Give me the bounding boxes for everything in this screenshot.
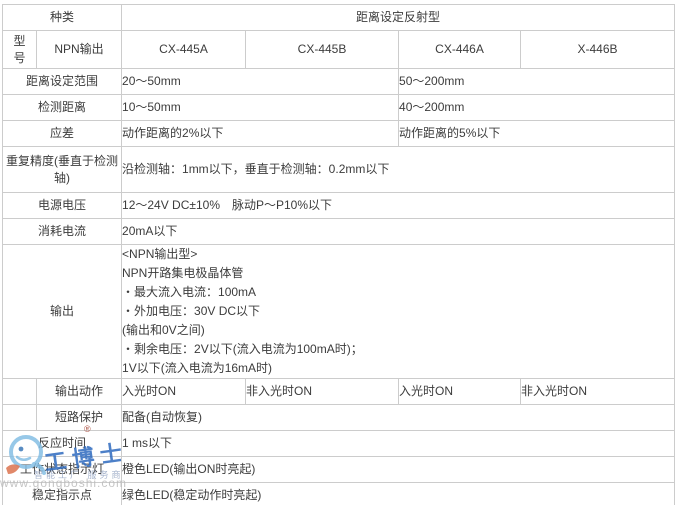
row-sensing-distance: 检测距离 10～50mm 40～200mm (1, 94, 675, 121)
row-label-cell: 距离设定范围 (1, 68, 123, 95)
row-label-cell: 重复精度(垂直于检测轴) (1, 146, 123, 193)
row-value-cell: 1 ms以下 (121, 430, 675, 457)
row-value-cell: 沿检测轴：1mm以下，垂直于检测轴：0.2mm以下 (121, 146, 675, 193)
row-value-cell: <NPN输出型> NPN开路集电极晶体管 ・最大流入电流：100mA ・外加电压… (121, 244, 675, 379)
row-label-cell: 消耗电流 (1, 218, 123, 245)
row-model: 型 号 NPN输出 CX-445A CX-445B CX-446A X-446B (2, 30, 675, 69)
row-label-cell: 反应时间 (1, 430, 123, 457)
row-value-cell: 20～50mm (121, 68, 400, 95)
output-spec-lines: <NPN输出型> NPN开路集电极晶体管 ・最大流入电流：100mA ・外加电压… (122, 245, 674, 378)
row-label-spacer-cell (2, 378, 37, 405)
output-line: NPN开路集电极晶体管 (122, 266, 244, 280)
row-setting-range: 距离设定范围 20～50mm 50～200mm (1, 68, 675, 95)
row-label-cell: 短路保护 (35, 404, 123, 431)
row-value-cell: 动作距离的5%以下 (398, 120, 675, 147)
row-hysteresis: 应差 动作距离的2%以下 动作距离的5%以下 (1, 120, 675, 147)
spec-table: 种类 距离设定反射型 型 号 NPN输出 CX-445A CX-445B CX-… (1, 4, 675, 505)
row-value-cell: 动作距离的2%以下 (121, 120, 400, 147)
row-current-consumption: 消耗电流 20mA以下 (1, 218, 675, 245)
row-value-cell: 非入光时ON (245, 378, 400, 405)
model-col-label-cell: 型 号 (2, 30, 37, 69)
row-response-time: 反应时间 1 ms以下 (1, 430, 675, 457)
row-label-spacer-cell (2, 404, 37, 431)
model-name-cell: X-446B (520, 30, 675, 69)
row-value-cell: 橙色LED(输出ON时亮起) (121, 456, 675, 483)
row-value-cell: 入光时ON (398, 378, 522, 405)
row-label-cell: 稳定指示点 (1, 482, 123, 505)
row-value-cell: 10～50mm (121, 94, 400, 121)
row-value-cell: 绿色LED(稳定动作时亮起) (121, 482, 675, 505)
row-value-cell: 40～200mm (398, 94, 675, 121)
output-line: ・最大流入电流：100mA (122, 285, 257, 299)
model-name-cell: CX-445B (245, 30, 400, 69)
row-short-circuit-protection: 短路保护 配备(自动恢复) (2, 404, 675, 431)
row-label-cell: 电源电压 (1, 192, 123, 219)
row-label-cell: 输出 (1, 244, 123, 379)
row-label-cell: 工作状态指示灯 (1, 456, 123, 483)
row-repeatability: 重复精度(垂直于检测轴) 沿检测轴：1mm以下，垂直于检测轴：0.2mm以下 (1, 146, 675, 193)
row-label-cell: 应差 (1, 120, 123, 147)
row-value-cell: 配备(自动恢复) (121, 404, 675, 431)
row-label-cell: 检测距离 (1, 94, 123, 121)
model-name-cell: CX-445A (121, 30, 247, 69)
output-line: 1V以下(流入电流为16mA时) (122, 361, 273, 375)
row-value-cell: 12～24V DC±10% 脉动P～P10%以下 (121, 192, 675, 219)
kind-label-cell: 种类 (1, 4, 123, 31)
kind-value-cell: 距离设定反射型 (121, 4, 675, 31)
row-value-cell: 非入光时ON (520, 378, 675, 405)
output-line: ・剩余电压：2V以下(流入电流为100mA时)； (122, 342, 363, 356)
row-kind: 种类 距离设定反射型 (1, 4, 675, 31)
model-name-cell: CX-446A (398, 30, 522, 69)
npn-output-cell: NPN输出 (35, 30, 123, 69)
output-line: ・外加电压：30V DC以下 (122, 304, 261, 318)
row-stability-indicator: 稳定指示点 绿色LED(稳定动作时亮起) (1, 482, 675, 505)
row-operation-indicator: 工作状态指示灯 橙色LED(输出ON时亮起) (1, 456, 675, 483)
row-value-cell: 入光时ON (121, 378, 247, 405)
output-line: (输出和0V之间) (122, 323, 205, 337)
row-value-cell: 50～200mm (398, 68, 675, 95)
row-value-cell: 20mA以下 (121, 218, 675, 245)
row-output-operation: 输出动作 入光时ON 非入光时ON 入光时ON 非入光时ON (2, 378, 675, 405)
row-supply-voltage: 电源电压 12～24V DC±10% 脉动P～P10%以下 (1, 192, 675, 219)
row-label-cell: 输出动作 (35, 378, 123, 405)
output-line: <NPN输出型> (122, 247, 198, 261)
row-output: 输出 <NPN输出型> NPN开路集电极晶体管 ・最大流入电流：100mA ・外… (1, 244, 675, 379)
